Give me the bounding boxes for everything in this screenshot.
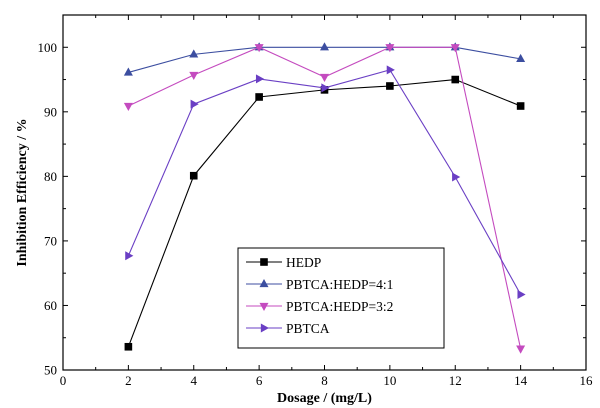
data-point bbox=[189, 71, 199, 81]
y-tick-label: 60 bbox=[44, 298, 57, 313]
data-point bbox=[255, 74, 265, 84]
data-point bbox=[125, 251, 134, 261]
y-tick-label: 70 bbox=[44, 233, 57, 248]
legend-label: PBTCA:HEDP=4:1 bbox=[286, 277, 393, 292]
data-point bbox=[451, 75, 460, 84]
data-point bbox=[189, 49, 199, 58]
legend-entry: PBTCA:HEDP=4:1 bbox=[246, 277, 393, 292]
data-point bbox=[123, 67, 133, 76]
legend: HEDP PBTCA:HEDP=4:1 PBTCA:HEDP=3:2 PBTCA bbox=[237, 247, 445, 349]
data-point bbox=[452, 172, 461, 182]
data-point bbox=[320, 73, 329, 82]
x-tick-label: 4 bbox=[191, 373, 198, 388]
x-tick-label: 14 bbox=[514, 373, 528, 388]
series-2 bbox=[123, 42, 526, 76]
series-3 bbox=[123, 44, 526, 354]
data-point bbox=[386, 65, 395, 75]
data-point bbox=[320, 42, 329, 51]
data-point bbox=[255, 93, 263, 101]
legend-box bbox=[237, 247, 445, 349]
y-tick-label: 50 bbox=[44, 363, 57, 378]
legend-entry: PBTCA bbox=[246, 321, 330, 336]
data-point bbox=[516, 102, 525, 110]
x-tick-label: 10 bbox=[383, 373, 396, 388]
axes: 0 2 4 6 8 10 12 14 16 50 60 70 80 90 100 bbox=[38, 14, 594, 388]
data-point bbox=[386, 82, 394, 90]
x-tick-label: 0 bbox=[60, 373, 67, 388]
series-line bbox=[128, 46, 521, 73]
legend-label: HEDP bbox=[286, 255, 321, 270]
x-tick-label: 8 bbox=[321, 373, 328, 388]
legend-label: PBTCA:HEDP=3:2 bbox=[286, 299, 393, 314]
data-point bbox=[190, 99, 199, 109]
data-point bbox=[321, 83, 330, 93]
legend-marker bbox=[260, 323, 269, 333]
legend-label: PBTCA bbox=[286, 321, 330, 336]
data-point bbox=[385, 44, 395, 53]
legend-marker bbox=[260, 258, 268, 266]
legend-entry: PBTCA:HEDP=3:2 bbox=[246, 299, 393, 314]
data-point bbox=[450, 44, 460, 53]
series-4 bbox=[125, 65, 526, 299]
legend-marker bbox=[259, 279, 269, 288]
data-point bbox=[124, 342, 133, 351]
y-tick-label: 80 bbox=[44, 169, 57, 184]
x-tick-label: 2 bbox=[125, 373, 132, 388]
series-layer bbox=[123, 42, 526, 354]
legend-entry: HEDP bbox=[246, 255, 321, 270]
x-axis-title: Dosage / (mg/L) bbox=[277, 391, 372, 406]
y-tick-label: 90 bbox=[44, 104, 57, 119]
x-tick-label: 16 bbox=[580, 373, 594, 388]
x-tick-label: 12 bbox=[449, 373, 462, 388]
legend-marker bbox=[259, 302, 269, 311]
data-point bbox=[517, 289, 526, 299]
data-point bbox=[516, 345, 526, 354]
data-point bbox=[189, 171, 198, 180]
y-axis-title: Inhibition Efficiency / % bbox=[15, 118, 30, 266]
data-point bbox=[516, 53, 526, 63]
y-tick-label: 100 bbox=[38, 40, 58, 55]
x-tick-label: 6 bbox=[256, 373, 263, 388]
data-point bbox=[123, 102, 133, 112]
data-point bbox=[254, 44, 264, 53]
